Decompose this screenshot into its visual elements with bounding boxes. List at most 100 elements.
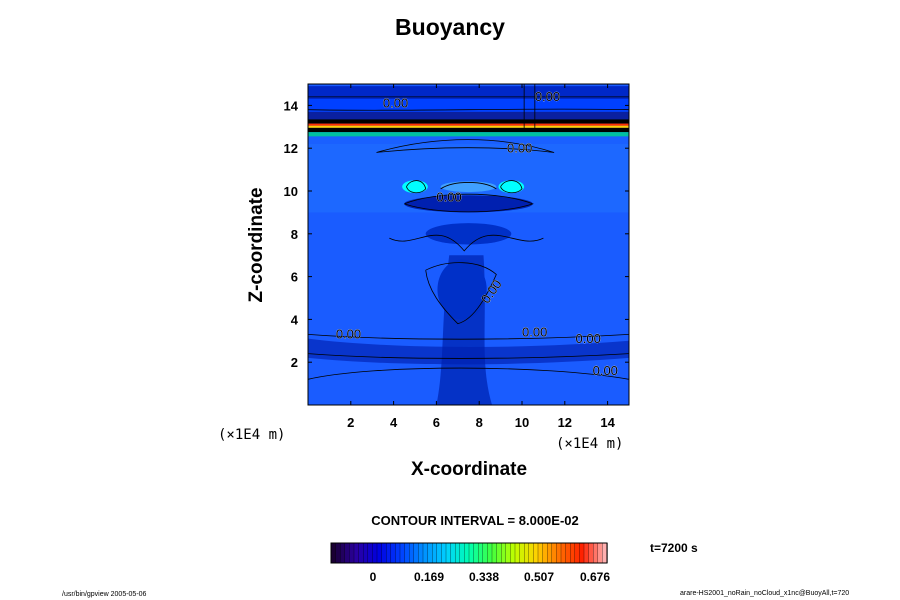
contour-label: 0.00 (522, 325, 547, 340)
colorbar-cell (473, 542, 479, 564)
field-layer (308, 119, 629, 124)
field-layer (308, 98, 629, 112)
contour-label: 0.00 (576, 331, 601, 346)
colorbar-cell (395, 542, 401, 564)
x-axis-unit: (×1E4 m) (556, 436, 624, 452)
y-tick-label: 6 (291, 270, 298, 285)
colorbar-cell (464, 542, 470, 564)
x-tick-label: 6 (433, 415, 440, 430)
colorbar-cell (344, 542, 351, 564)
colorbar-cell (409, 542, 415, 564)
field-layer (308, 125, 629, 128)
footer-source: arare-HS2001_noRain_noCloud_x1nc@BuoyAll… (680, 590, 850, 597)
colorbar-ticks: 0 0.169 0.338 0.507 0.676 (370, 570, 611, 584)
colorbar-tick-label: 0.169 (414, 570, 444, 584)
colorbar-cell (372, 542, 378, 564)
x-tick-label: 12 (558, 415, 572, 430)
contour-line (308, 367, 629, 380)
colorbar-frame (330, 542, 608, 564)
colorbar-cell (496, 542, 502, 564)
contour-label: 0.00 (383, 96, 408, 111)
colorbar-cell (574, 542, 581, 564)
colorbar-cell (450, 542, 456, 564)
contour-line (376, 139, 555, 153)
colorbar-cell (588, 542, 594, 564)
y-tick-label: 12 (284, 141, 298, 156)
colorbar-cell (363, 542, 369, 564)
colorbar-cell (501, 542, 507, 564)
colorbar-cell (386, 542, 392, 564)
colorbar-cell (459, 542, 466, 564)
y-tick-label: 14 (284, 98, 299, 113)
colorbar-cell (340, 542, 346, 564)
y-tick-label: 8 (291, 227, 298, 242)
colorbar-cell (537, 542, 544, 564)
y-axis-unit: (×1E4 m) (218, 427, 286, 443)
contour-label: 0.00 (535, 89, 560, 104)
colorbar-cell (491, 542, 498, 564)
contour-label: 0.00 (507, 140, 532, 155)
colorbar (330, 542, 608, 564)
colorbar-tick-label: 0.507 (524, 570, 554, 584)
colorbar-cell (413, 542, 420, 564)
footer-command: /usr/bin/gpview 2005-05-06 (62, 591, 147, 598)
colorbar-tick-label: 0.338 (469, 570, 499, 584)
colorbar-cell (404, 542, 410, 564)
colorbar-cell (418, 542, 424, 564)
colorbar-cell (468, 542, 475, 564)
x-axis-ticks: 2 4 6 8 10 12 14 (347, 84, 616, 430)
y-tick-label: 4 (291, 312, 299, 327)
contour-line (308, 353, 629, 359)
x-tick-label: 14 (600, 415, 615, 430)
y-axis-label: Z-coordinate (246, 187, 267, 303)
plot-frame (307, 83, 630, 406)
field-layer (308, 111, 629, 120)
field-neg-band (404, 195, 533, 213)
colorbar-cell (551, 542, 558, 564)
colorbar-cell (399, 542, 406, 564)
colorbar-cell (335, 542, 341, 564)
colorbar-cell (570, 542, 576, 564)
chart-title: Buoyancy (395, 14, 505, 40)
colorbar-cell (487, 542, 493, 564)
y-tick-label: 10 (284, 184, 298, 199)
field-layer (308, 86, 629, 99)
colorbar-cell (579, 542, 585, 564)
field-pos-cell (440, 181, 497, 193)
colorbar-cell (593, 542, 599, 564)
x-tick-label: 2 (347, 415, 354, 430)
colorbar-cell (381, 542, 387, 564)
colorbar-cell (422, 542, 429, 564)
field-layer (308, 123, 629, 126)
contour-line (500, 180, 523, 194)
field-layer (308, 136, 629, 144)
x-axis-label: X-coordinate (410, 459, 528, 480)
colorbar-tick-label: 0 (370, 570, 377, 584)
contour-label: 0.00 (436, 190, 461, 205)
colorbar-cell (556, 542, 562, 564)
colorbar-cell (349, 542, 355, 564)
colorbar-cell (330, 542, 337, 564)
colorbar-cell (519, 542, 525, 564)
field-layer (308, 132, 629, 137)
colorbar-cell (565, 542, 571, 564)
colorbar-cell (390, 542, 397, 564)
colorbar-cell (514, 542, 521, 564)
y-axis-ticks: 2 4 6 8 10 12 14 (284, 98, 629, 370)
time-label: t=7200 s (650, 541, 698, 555)
contour-label: 0.00 (336, 327, 361, 342)
field-layer (308, 127, 629, 133)
contour-label: 0.00 (593, 363, 618, 378)
contour-line (308, 333, 629, 340)
colorbar-cell (441, 542, 447, 564)
contour-line (440, 182, 497, 190)
colorbar-cell (478, 542, 484, 564)
field-neg-lobe (425, 223, 512, 245)
contour-line (425, 262, 497, 325)
field-neg-lobe (437, 259, 487, 320)
colorbar-cell (376, 542, 383, 564)
x-tick-label: 4 (390, 415, 398, 430)
colorbar-cell (436, 542, 443, 564)
colorbar-cell (455, 542, 461, 564)
colorbar-cell (597, 542, 604, 564)
